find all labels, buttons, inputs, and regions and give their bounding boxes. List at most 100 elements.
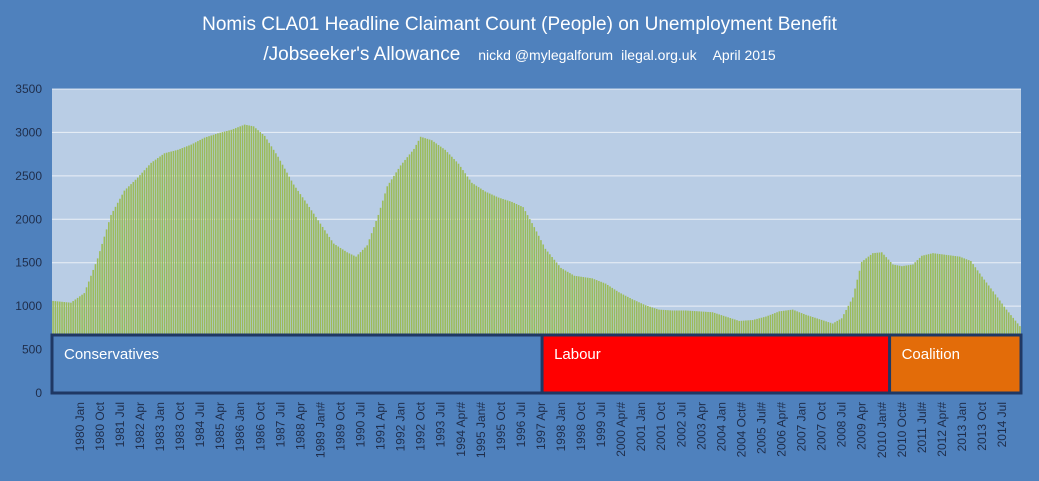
bar [168, 152, 170, 393]
x-axis-ticks: 1980 Jan 1980 Oct 1981 Jul 1982 Apr 1983 Jan… [73, 401, 1009, 458]
x-tick-label: 2007 Jan [795, 402, 809, 451]
bar [865, 258, 867, 393]
bar [266, 139, 268, 393]
bar [459, 166, 462, 393]
x-tick-label: 1995 Oct [494, 401, 508, 450]
bar [569, 273, 571, 393]
bar [206, 136, 208, 393]
bar [958, 256, 961, 393]
x-tick-label: 1996 Jul [514, 402, 528, 447]
bar [887, 259, 890, 393]
bar [281, 164, 284, 393]
bar [382, 200, 384, 393]
x-tick-label: 2001 Oct [654, 401, 668, 450]
bar [970, 260, 972, 393]
bar [943, 254, 945, 393]
bar [341, 249, 344, 393]
bar [393, 175, 395, 393]
bar [468, 179, 471, 393]
bar [99, 251, 101, 393]
bar [152, 161, 155, 393]
bar [901, 266, 903, 393]
bar [315, 216, 317, 393]
bar [361, 249, 364, 393]
bar [914, 262, 916, 393]
bar [384, 193, 386, 393]
x-tick-label: 1995 Jan# [474, 402, 488, 458]
bar [386, 186, 389, 393]
chart-title-jsa: /Jobseeker's Allowance [263, 44, 461, 65]
bar [197, 141, 199, 393]
y-tick-label: 2000 [15, 212, 42, 226]
bar [422, 137, 424, 393]
bar [457, 163, 460, 393]
bar [497, 197, 500, 393]
bar [188, 145, 190, 393]
bar [437, 145, 440, 393]
bar [136, 177, 139, 393]
x-tick-label: 1998 Oct [574, 401, 588, 450]
bar [116, 202, 119, 393]
y-tick-label: 0 [35, 386, 42, 400]
x-tick-label: 2006 Apr# [775, 402, 789, 457]
bar [542, 244, 544, 393]
era-label: Coalition [902, 346, 960, 363]
bar [239, 126, 242, 393]
bar [553, 259, 556, 393]
bar [130, 184, 132, 393]
bar [918, 257, 921, 393]
bar [219, 132, 221, 394]
x-tick-label: 1984 Jul [193, 402, 207, 447]
y-tick-label: 3500 [15, 82, 42, 96]
y-tick-label: 500 [22, 343, 42, 357]
bar [395, 172, 397, 393]
x-tick-label: 1983 Jan [153, 402, 167, 451]
bar [435, 143, 438, 393]
x-tick-label: 1988 Apr [293, 402, 307, 450]
bar [428, 139, 431, 393]
bar [880, 252, 883, 393]
bar [867, 256, 870, 393]
bar [234, 128, 237, 394]
bar [517, 205, 520, 393]
bar [950, 255, 952, 393]
bar [154, 159, 157, 393]
bar [894, 264, 896, 393]
y-tick-label: 2500 [15, 169, 42, 183]
bar [353, 255, 355, 393]
bar [286, 172, 288, 393]
bar [170, 151, 172, 393]
bar [279, 160, 282, 393]
bar [473, 184, 475, 393]
bar [321, 226, 324, 393]
bar [885, 257, 888, 393]
bar [947, 255, 950, 393]
bar [495, 196, 498, 393]
bar [134, 179, 137, 393]
bar [549, 254, 551, 393]
bar [157, 158, 159, 393]
y-tick-label: 3000 [15, 125, 42, 139]
bar [368, 239, 371, 393]
bar [290, 180, 293, 393]
bar [346, 252, 348, 393]
bar [508, 201, 511, 393]
bar [373, 227, 375, 393]
bar [190, 144, 193, 393]
bar [221, 132, 224, 394]
x-tick-label: 1990 Jul [354, 402, 368, 447]
bar [413, 148, 415, 393]
bar [317, 220, 319, 393]
bar [139, 175, 141, 393]
bar [145, 167, 148, 393]
bar [921, 255, 923, 393]
bar [464, 173, 466, 393]
bar [566, 271, 569, 393]
bar [275, 153, 277, 393]
bar [426, 138, 429, 393]
bar [555, 262, 558, 393]
bar [344, 250, 346, 393]
bar [537, 235, 540, 393]
bar [916, 260, 919, 393]
x-tick-label: 2002 Jul [674, 402, 688, 447]
